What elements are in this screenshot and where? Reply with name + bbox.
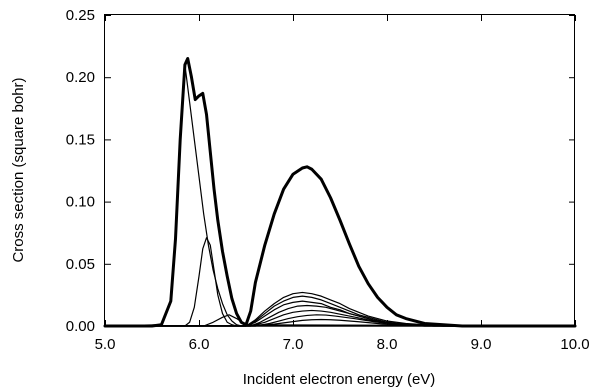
- tick-layer: [105, 15, 576, 327]
- y-tick-label: 0.20: [66, 69, 95, 86]
- x-tick-label: 9.0: [471, 336, 492, 353]
- y-axis-title: Cross section (square bohr): [10, 77, 27, 262]
- x-tick-label: 10.0: [560, 336, 589, 353]
- series-line-10: [104, 314, 576, 327]
- series-line-11: [104, 318, 576, 327]
- plot-frame: [104, 14, 575, 326]
- y-tick-labels: 0.00 0.05 0.10 0.15 0.20 0.25: [66, 7, 95, 335]
- y-tick-label: 0.15: [66, 131, 95, 148]
- x-tick-label: 8.0: [377, 336, 398, 353]
- series-layer: [103, 57, 577, 328]
- series-line-9: [104, 309, 576, 327]
- y-tick-label: 0.00: [66, 318, 95, 335]
- series-line-2: [104, 64, 576, 327]
- x-tick-label: 6.0: [189, 336, 210, 353]
- series-line-total-1: [103, 57, 577, 328]
- x-axis-title: Incident electron energy (eV): [243, 371, 436, 387]
- series-line-8: [104, 304, 576, 327]
- y-tick-label: 0.10: [66, 194, 95, 211]
- series-line-5: [104, 291, 576, 327]
- x-tick-label: 7.0: [283, 336, 304, 353]
- series-line-7: [104, 300, 576, 327]
- x-tick-labels: 5.0 6.0 7.0 8.0 9.0 10.0: [95, 336, 590, 353]
- y-tick-label: 0.05: [66, 256, 95, 273]
- y-tick-label: 0.25: [66, 7, 95, 24]
- x-tick-label: 5.0: [95, 336, 116, 353]
